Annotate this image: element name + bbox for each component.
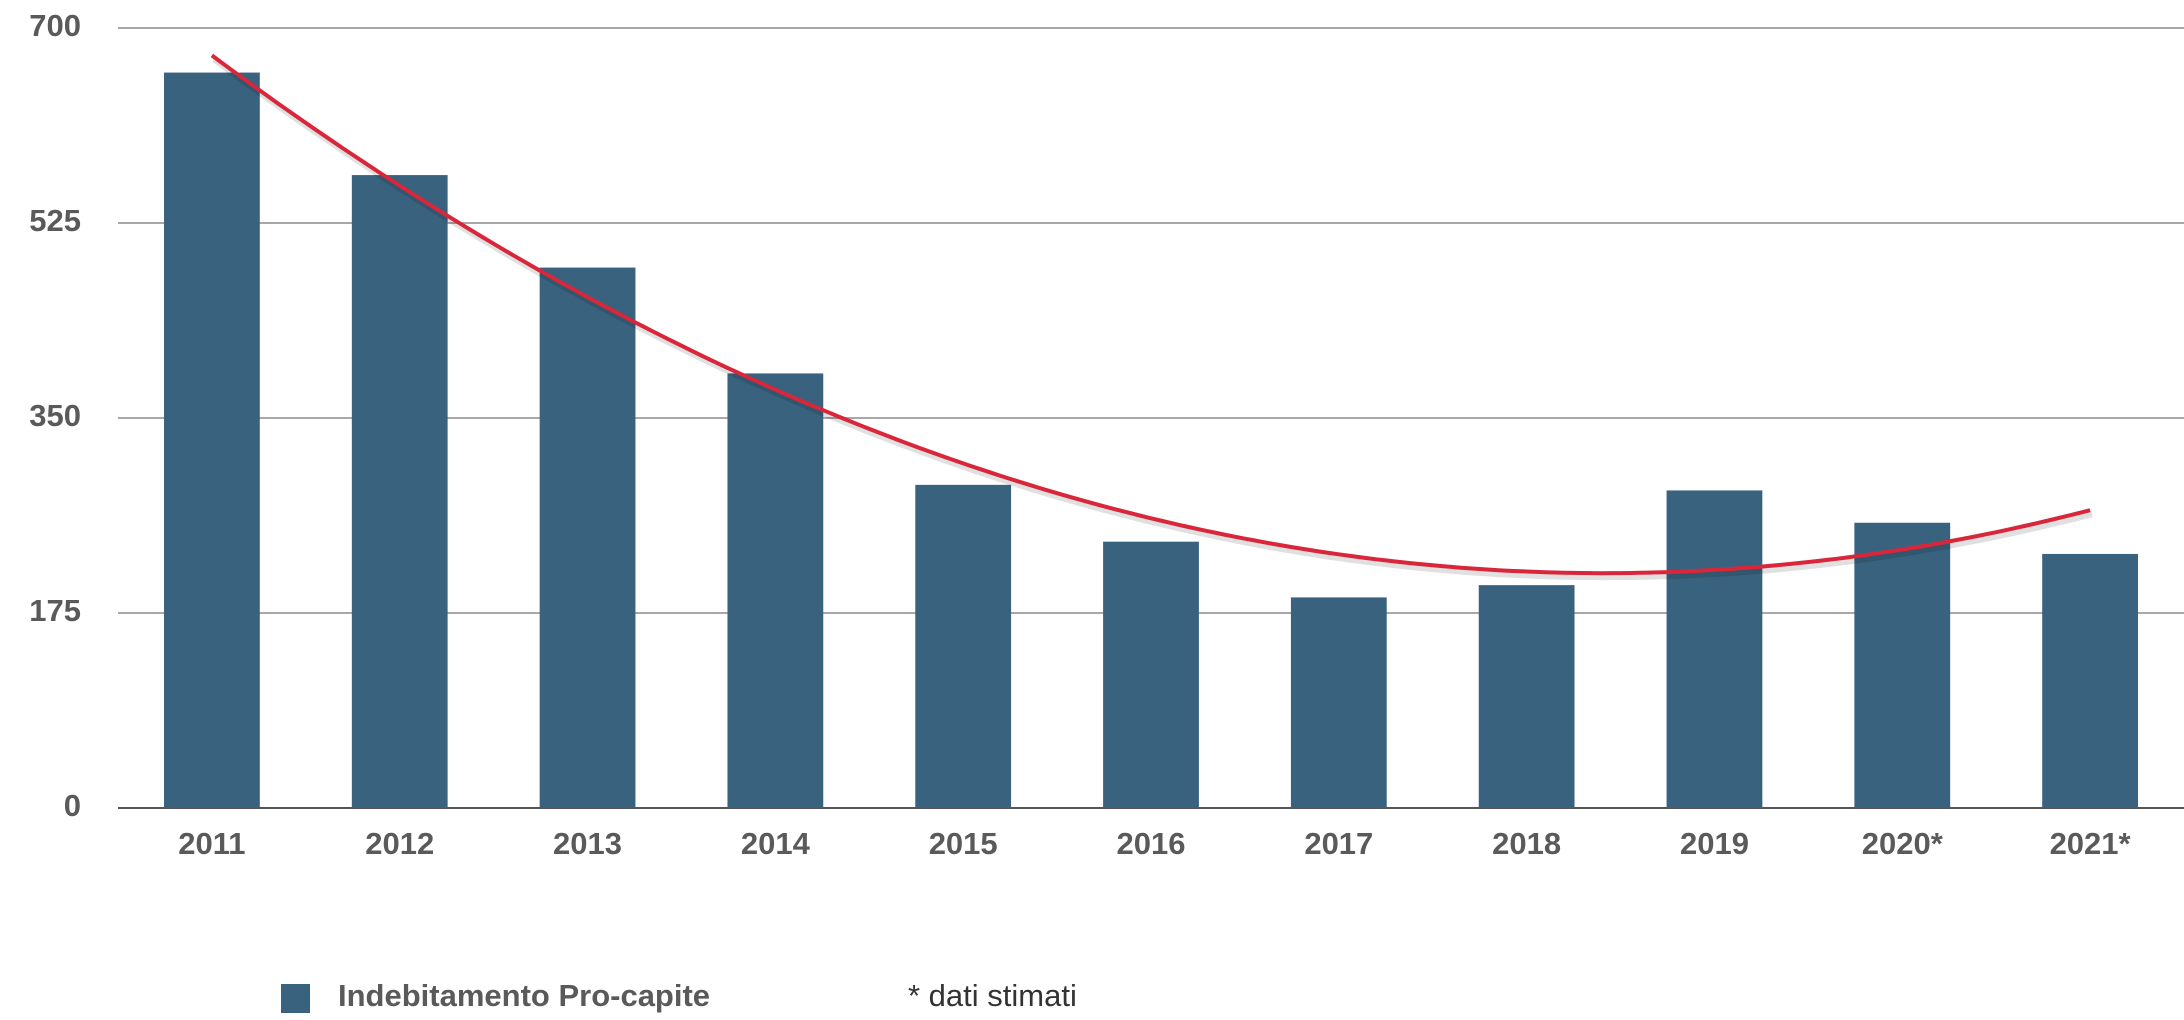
bar	[1290, 597, 1387, 808]
bar	[164, 72, 260, 809]
x-tick-label: 2011	[178, 826, 245, 861]
x-tick-label: 2015	[929, 826, 998, 861]
legend-label: Indebitamento Pro-capite	[338, 978, 710, 1013]
bar	[1478, 585, 1575, 808]
bar	[2042, 553, 2138, 808]
bar	[539, 267, 636, 809]
x-tick-label: 2016	[1117, 826, 1186, 861]
legend-swatch	[281, 984, 310, 1013]
x-tick-label: 2018	[1492, 826, 1561, 861]
bar	[727, 373, 824, 808]
bar	[1666, 490, 1763, 808]
y-tick-label: 700	[29, 8, 81, 43]
x-tick-label: 2017	[1304, 826, 1373, 861]
y-tick-label: 175	[29, 593, 81, 628]
bar	[915, 484, 1012, 808]
x-tick-label: 2014	[741, 826, 811, 861]
trendline	[210, 53, 2091, 576]
y-tick-label: 525	[29, 203, 81, 238]
bar	[351, 175, 448, 809]
x-tick-label: 2019	[1680, 826, 1749, 861]
bar	[1103, 541, 1199, 808]
x-tick-label: 2020*	[1862, 826, 1944, 861]
annotation: * dati stimati	[908, 978, 1077, 1013]
y-tick-label: 0	[64, 788, 81, 823]
x-tick-label: 2012	[365, 826, 434, 861]
y-tick-label: 350	[29, 398, 81, 433]
bar	[1854, 522, 1951, 808]
x-tick-label: 2013	[553, 826, 622, 861]
x-tick-label: 2021*	[2050, 826, 2132, 861]
trendline-shadow	[212, 56, 2093, 581]
